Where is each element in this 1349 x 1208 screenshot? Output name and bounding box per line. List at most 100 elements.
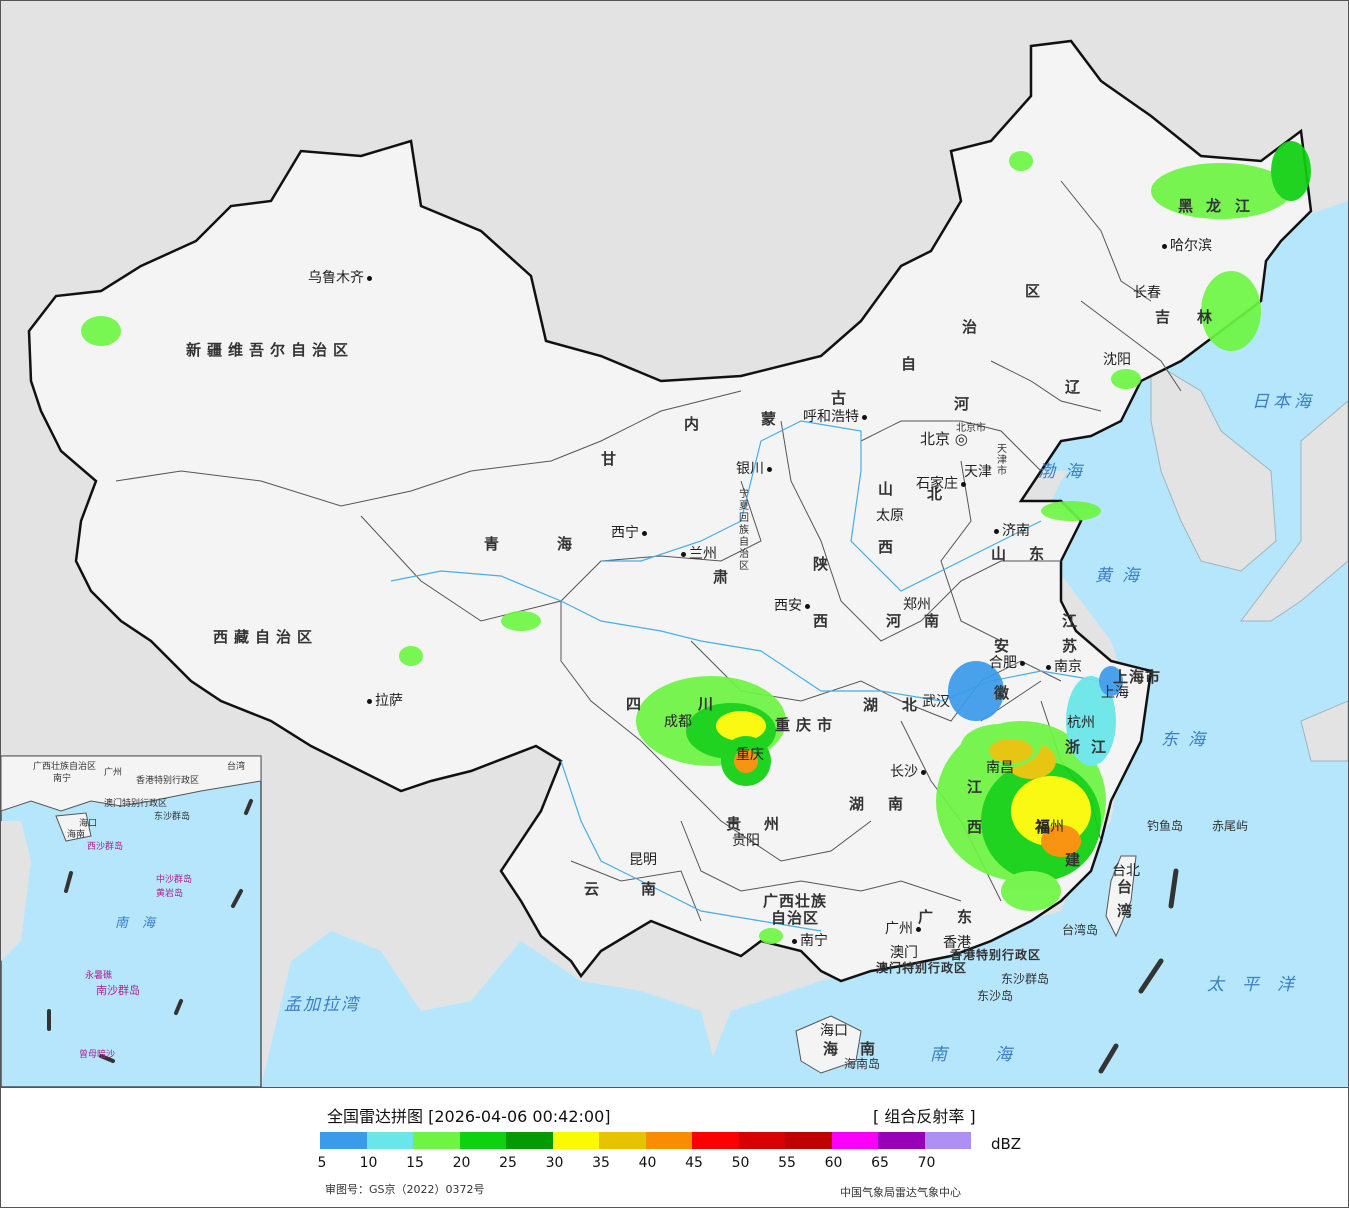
province-anhui-2: 徽 [994,684,1016,702]
color-tick-label: 10 [359,1155,378,1171]
city-lhasa: 拉萨 [364,693,403,709]
color-tick-label: 65 [871,1155,889,1171]
province-xizang: 西藏自治区 [213,628,319,646]
province-taiwan-1: 台 [1117,878,1139,896]
inset-hongkong: 香港特别行政区 [136,776,200,786]
inset-zhongsha: 中沙群岛 [156,875,193,885]
sea-pacific: 太平洋 [1207,975,1312,995]
color-swatch [878,1132,925,1149]
inset-xisha: 西沙群岛 [87,842,124,852]
color-tick-label: 25 [499,1155,517,1171]
city-guangzhou: 广州 [885,921,924,937]
province-shandong-2: 东 [1029,545,1051,563]
city-urumqi: 乌鲁木齐 [308,270,375,286]
city-fuzhou: 福州 [1036,819,1064,835]
city-guiyang: 贵阳 [732,833,760,849]
color-swatch [366,1132,413,1149]
sea-south: 南海 [930,1045,1060,1065]
legend-product-type: [ 组合反射率 ] [873,1107,976,1126]
province-fujian-1: 福 [1035,818,1057,836]
island-chiwei: 赤尾屿 [1212,819,1249,833]
color-tick-label: 20 [452,1155,471,1171]
inset-hainan: 海南 [67,830,86,840]
province-neimenggu-4: 自 [901,355,923,373]
province-gansu-2: 肃 [713,568,735,586]
province-hunan-2: 南 [888,795,910,813]
city-kunming: 昆明 [629,852,657,868]
province-shaanxi-1: 陕 [813,555,835,573]
city-xian: 西安 [774,598,813,614]
city-zhengzhou: 郑州 [903,597,931,613]
color-swatch [506,1132,553,1149]
city-jinan: 济南 [991,523,1030,539]
inset-huangyan: 黄岩岛 [156,889,184,899]
city-shijiazhuang: 石家庄 [916,476,969,492]
province-jiangxi-1: 江 [967,778,989,796]
city-haikou: 海口 [820,1023,848,1039]
province-shandong-1: 山 [991,545,1013,563]
province-neimenggu-6: 区 [1025,282,1047,300]
city-nanchang: 南昌 [986,760,1014,776]
province-shanxi-2: 西 [878,538,900,556]
color-tick-label: 60 [824,1155,843,1171]
province-anhui-1: 安 [994,637,1016,655]
city-chengdu: 成都 [664,714,692,730]
bengal-bay [261,931,721,1087]
province-chongqing: 重庆市 [775,716,839,734]
sea-yellow: 黄海 [1095,566,1149,586]
inset-taiwan: 台湾 [227,762,246,772]
province-qinghai-2: 海 [557,535,579,553]
province-yunnan-2: 南 [641,880,663,898]
color-tick-label: 50 [731,1155,750,1171]
province-neimenggu-1: 内 [684,415,706,433]
province-henan-1: 河 [886,612,908,630]
province-hubei-2: 北 [902,696,924,714]
city-taiyuan: 太原 [876,508,904,524]
color-tick-label: 45 [685,1155,703,1171]
inset-south-sea: 南海 [115,916,170,931]
province-heilongjiang-2: 龙 [1206,197,1228,215]
province-jiangxi-2: 西 [967,818,989,836]
radar-echoes [81,141,1311,944]
province-hubei-1: 湖 [863,696,885,714]
province-neimenggu-5: 治 [962,318,984,336]
radar-map: 新疆维吾尔自治区 西藏自治区 青 海 甘 肃 内 蒙 古 自 治 区 黑 龙 江… [1,1,1348,1088]
city-beijing: 北京 ◎ [920,430,968,448]
province-liaoning: 辽 [1065,378,1087,396]
legend-title: 全国雷达拼图 [2026-04-06 00:42:00] [327,1107,611,1126]
inset-macau: 澳门特别行政区 [104,799,168,809]
sea-east: 东海 [1161,730,1215,750]
city-tianjin: 天津 [964,464,992,480]
island-taiwan: 台湾岛 [1062,923,1099,937]
color-swatch [831,1132,878,1149]
color-swatch [459,1132,506,1149]
color-scale-ticks: 5 10 15 20 25 30 35 40 45 50 55 60 65 70 [318,1155,960,1173]
inset-nansha: 南沙群岛 [96,984,140,997]
city-xining: 西宁 [611,525,650,541]
city-chongqing: 重庆 [736,747,764,763]
province-xinjiang: 新疆维吾尔自治区 [186,341,355,359]
island-dongsha: 东沙岛 [977,989,1014,1003]
color-tick-label: 40 [638,1155,657,1171]
province-hebei-2: 北 [927,485,949,503]
province-hainan-1: 海 [823,1040,845,1058]
city-changchun: 长春 [1133,285,1161,301]
island-dongsha-islands: 东沙群岛 [1001,972,1050,986]
inset-guangzhou: 广州 [104,768,123,778]
city-hohhot: 呼和浩特 [803,409,870,425]
province-taiwan-2: 湾 [1117,902,1139,920]
province-yunnan-1: 云 [584,880,606,898]
color-tick-label: 35 [592,1155,610,1171]
province-jiangsu-2: 苏 [1062,637,1084,655]
data-source: 中国气象局雷达气象中心 [840,1186,961,1199]
city-wuhan: 武汉 [922,694,950,710]
province-gansu-1: 甘 [601,450,623,468]
province-guangdong-1: 广 [918,908,940,926]
color-tick-label: 30 [545,1155,564,1171]
island-diaoyu: 钓鱼岛 [1147,819,1184,833]
color-tick-label: 70 [917,1155,936,1171]
province-zhejiang-2: 江 [1091,738,1113,756]
inset-dongsha: 东沙群岛 [154,812,191,822]
inset-zengmu: 曾母暗沙 [79,1050,116,1060]
province-shanghai: 上海市 [1113,668,1162,686]
